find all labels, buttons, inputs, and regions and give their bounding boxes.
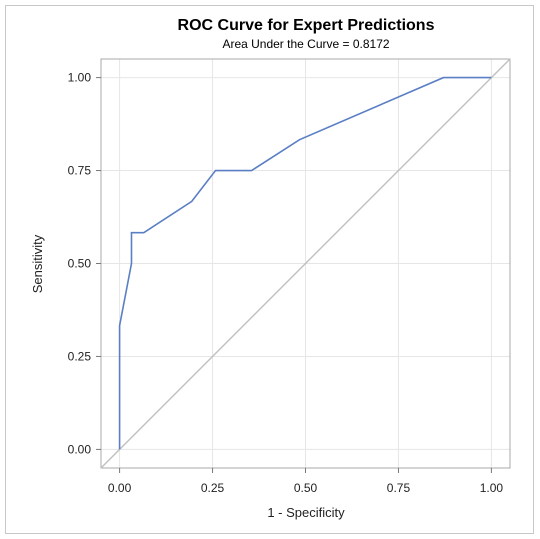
y-tick-label: 0.50 — [68, 257, 92, 271]
y-tick-label: 0.00 — [68, 442, 92, 456]
roc-curve — [118, 76, 492, 450]
x-axis-ticks: 0.00 0.25 0.50 0.75 1.00 — [108, 468, 503, 495]
x-tick-label: 0.25 — [201, 481, 225, 495]
y-axis-ticks: 0.00 0.25 0.50 0.75 1.00 — [68, 71, 101, 456]
y-axis-label: Sensitivity — [30, 234, 45, 293]
y-tick-label: 0.25 — [68, 349, 92, 363]
x-tick-label: 0.75 — [387, 481, 411, 495]
y-tick-label: 0.75 — [68, 164, 92, 178]
x-tick-label: 0.50 — [294, 481, 318, 495]
x-tick-label: 1.00 — [480, 481, 504, 495]
reference-diagonal — [100, 58, 511, 469]
y-tick-label: 1.00 — [68, 71, 92, 85]
chart-title: ROC Curve for Expert Predictions — [178, 17, 435, 34]
x-tick-label: 0.00 — [108, 481, 132, 495]
chart-subtitle: Area Under the Curve = 0.8172 — [222, 37, 389, 51]
chart-frame — [5, 5, 534, 534]
series-group — [100, 58, 511, 469]
x-axis-label: 1 - Specificity — [267, 505, 345, 520]
